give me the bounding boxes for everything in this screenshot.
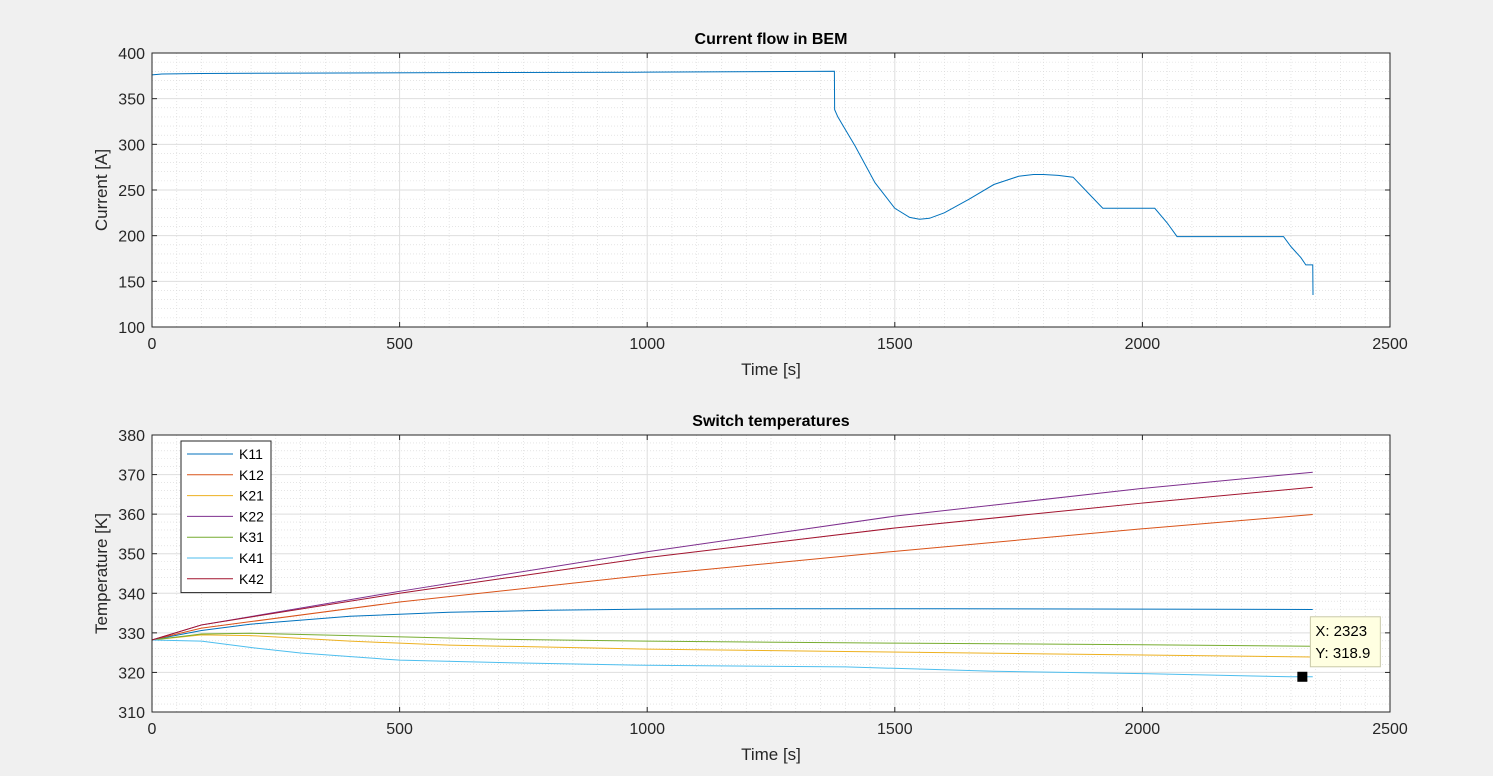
legend-label-k41: K41 [239,550,264,566]
chart1-minor-grid [152,435,1390,712]
chart0-x-tick-label: 2500 [1372,336,1408,353]
chart1-x-tick-label: 0 [148,721,157,738]
chart0-y-tick-label: 400 [118,46,145,63]
chart1-x-tick-label: 2000 [1125,721,1161,738]
chart1-y-tick-label: 360 [118,507,145,524]
chart1-y-tick-label: 350 [118,547,145,564]
chart1-x-tick-label: 1500 [877,721,913,738]
legend-label-k12: K12 [239,467,264,483]
chart1-legend[interactable]: K11 K12 K21 K22 K31 K41 K42 [180,440,272,594]
chart1-series-line-k41[interactable] [151,639,1313,678]
legend-label-k42: K42 [239,571,264,587]
chart1-y-axis-label: Temperature [K] [92,513,111,634]
chart0-y-tick-label: 150 [118,274,145,291]
chart1-series-line-k42[interactable] [151,486,1313,641]
chart1-datatip[interactable]: X: 2323 Y: 318.9 [1297,616,1381,682]
chart0-x-tick-label: 500 [386,336,413,353]
legend-label-k11: K11 [239,446,263,462]
chart1-x-tick-label: 1000 [629,721,665,738]
chart0-y-tick-label: 250 [118,183,145,200]
chart1-y-tick-label: 380 [118,428,145,445]
chart1-series-line-k12[interactable] [151,514,1313,641]
chart1-series-line-k11[interactable] [151,608,1313,641]
chart1-y-tick-label: 320 [118,665,145,682]
chart1-x-tick-label: 500 [386,721,413,738]
chart1-axes-box [151,434,1391,713]
chart0-y-tick-label: 200 [118,229,145,246]
datatip-y-text: Y: 318.9 [1315,645,1370,662]
chart0-x-tick-label: 1500 [877,336,913,353]
chart0-y-tick-label: 300 [118,137,145,154]
chart0-y-tick-label: 100 [118,320,145,337]
chart0-x-tick-label: 1000 [629,336,665,353]
legend-label-k31: K31 [239,529,264,545]
datatip-x-text: X: 2323 [1315,623,1367,640]
chart1-y-tick-label: 310 [118,705,145,722]
datatip-box [1309,616,1381,668]
chart1-y-tick-label: 370 [118,468,145,485]
chart0-x-tick-label: 2000 [1125,336,1161,353]
chart0-x-axis-label: Time [s] [741,360,801,379]
legend-label-k22: K22 [239,508,264,524]
switch-temperatures-axes[interactable]: 0 500 1000 1500 2000 2500 310 320 330 340 350 360 37… [92,413,1408,764]
chart1-y-tick-label: 330 [118,626,145,643]
chart0-x-tick-label: 0 [148,336,157,353]
chart1-x-axis-label: Time [s] [741,745,801,764]
chart0-title: Current flow in BEM [695,31,848,48]
current-flow-axes[interactable]: 0 500 1000 1500 2000 2500 100 150 200 250 300 350 40… [92,31,1408,379]
datatip-marker[interactable] [1297,671,1308,682]
chart0-y-tick-label: 350 [118,92,145,109]
chart1-y-tick-label: 340 [118,586,145,603]
chart1-x-tick-label: 2500 [1372,721,1408,738]
legend-label-k21: K21 [239,488,264,504]
chart0-y-axis-label: Current [A] [92,149,111,231]
chart1-series-line-k31[interactable] [151,632,1313,647]
chart1-title: Switch temperatures [692,413,849,430]
chart1-series-line-k21[interactable] [151,634,1313,658]
chart0-series-line-0[interactable] [151,70,1314,296]
